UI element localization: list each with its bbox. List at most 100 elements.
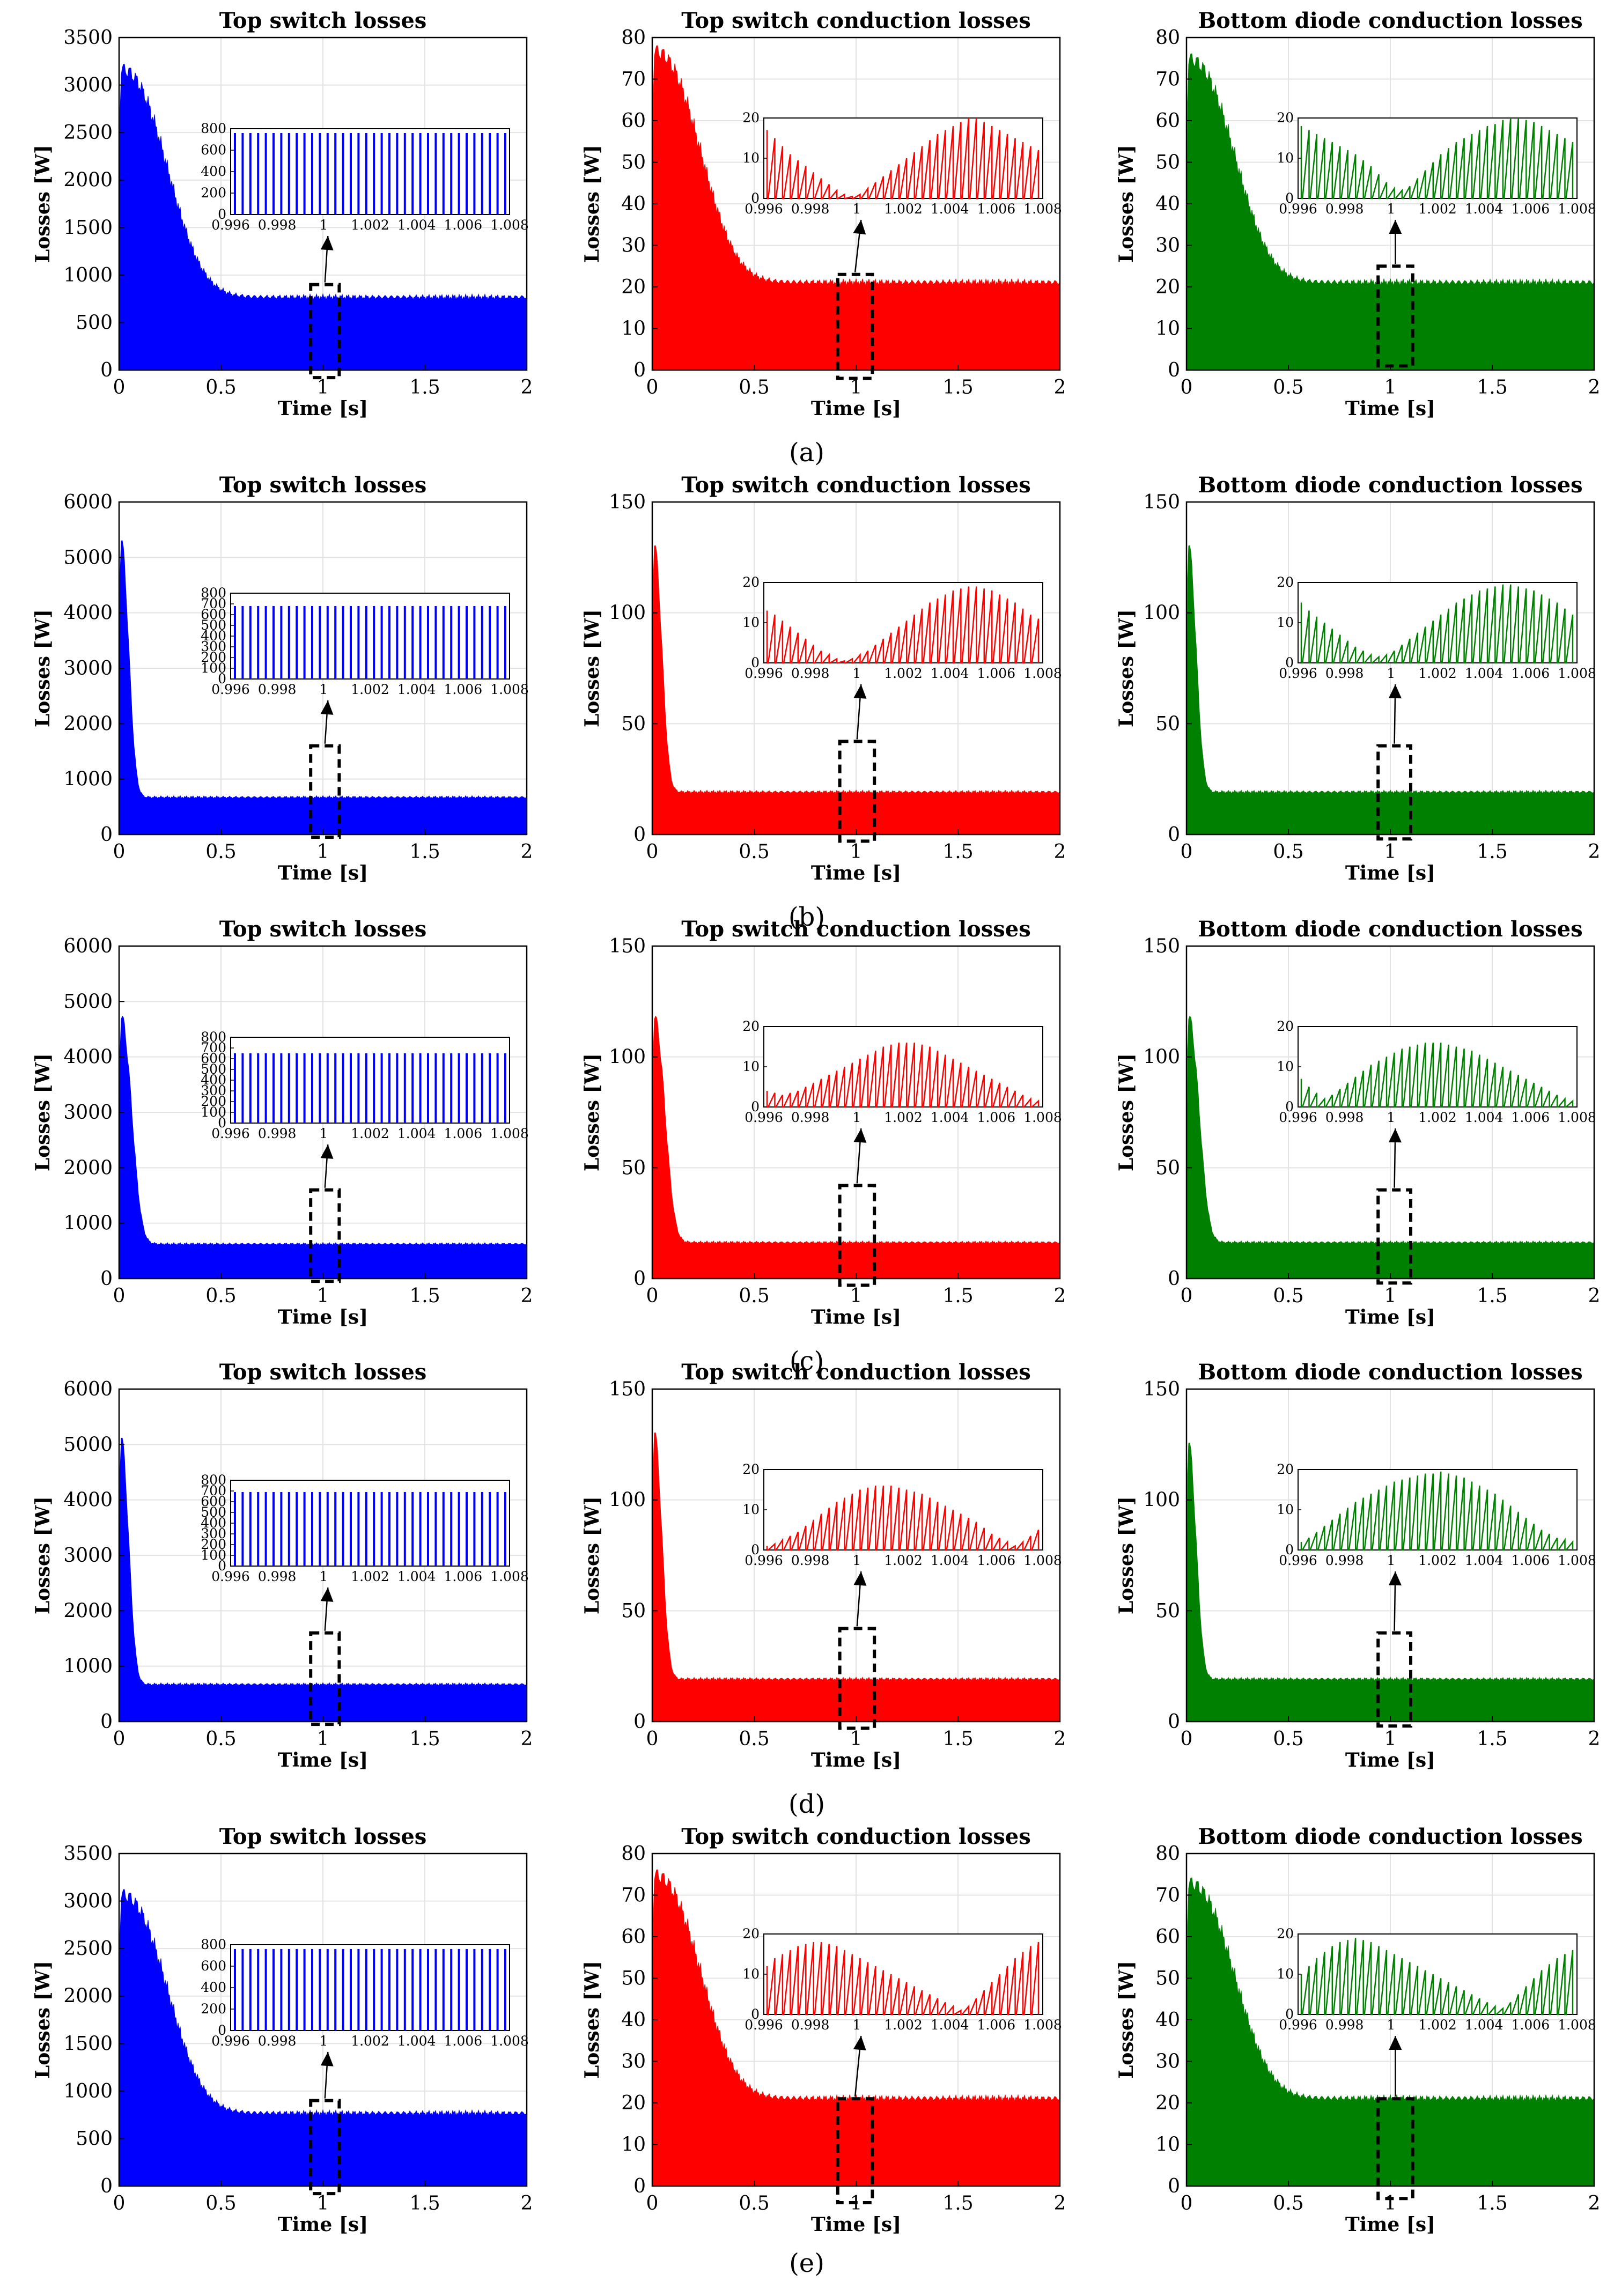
x-tick-label: 1 (317, 1285, 329, 1307)
inset-x-tick-label: 0.996 (745, 201, 783, 217)
x-tick-label: 1 (850, 841, 863, 863)
y-tick-label: 500 (76, 312, 113, 334)
chart-title: Top switch conduction losses (681, 1360, 1031, 1385)
inset-x-tick-label: 1.006 (444, 682, 483, 697)
row-label-4: (d) (788, 1789, 825, 1819)
inset-y-tick-label: 0 (751, 1542, 760, 1557)
inset-x-tick-label: 1.008 (1558, 201, 1596, 217)
y-tick-label: 3000 (63, 1545, 113, 1567)
inset-y-tick-label: 10 (742, 150, 760, 166)
y-tick-label: 150 (1143, 935, 1180, 957)
inset-y-tick-label: 800 (201, 1937, 226, 1952)
inset-x-tick-label: 1 (852, 2017, 861, 2033)
inset-x-tick-label: 1 (1387, 1553, 1395, 1568)
inset-x-tick-label: 0.998 (791, 1553, 830, 1568)
y-tick-label: 2000 (63, 1985, 113, 2007)
y-tick-label: 70 (621, 1885, 646, 1907)
y-tick-label: 4000 (63, 1046, 113, 1068)
inset-x-tick-label: 0.998 (258, 1569, 297, 1584)
y-tick-label: 40 (1155, 2009, 1180, 2031)
x-tick-label: 0.5 (205, 1728, 236, 1750)
inset-x-tick-label: 1.002 (884, 1110, 923, 1125)
inset-y-tick-label: 800 (201, 1472, 226, 1488)
inset-x-tick-label: 1.006 (1512, 201, 1550, 217)
inset-x-tick-label: 0.996 (1279, 666, 1317, 681)
y-tick-label: 1000 (63, 264, 113, 286)
y-tick-label: 0 (100, 824, 113, 846)
y-tick-label: 3500 (63, 27, 113, 49)
y-tick-label: 20 (621, 276, 646, 298)
y-tick-label: 40 (621, 2009, 646, 2031)
inset-x-tick-label: 0.996 (745, 1553, 783, 1568)
inset-x-tick-label: 1.002 (1418, 1553, 1457, 1568)
y-axis-label: Losses [W] (581, 609, 603, 727)
x-tick-label: 0 (113, 2192, 126, 2214)
y-tick-label: 0 (633, 1268, 646, 1290)
inset-y-tick-label: 20 (742, 1018, 760, 1034)
y-tick-label: 50 (621, 152, 646, 174)
inset-x-tick-label: 1.004 (931, 666, 969, 681)
y-axis-label: Losses [W] (581, 145, 603, 263)
x-tick-label: 2 (1588, 376, 1601, 398)
y-tick-label: 10 (621, 318, 646, 340)
inset-x-tick-label: 1 (852, 666, 861, 681)
inset-x-tick-label: 1 (1387, 201, 1395, 217)
x-tick-label: 2 (1588, 2192, 1601, 2214)
inset-y-tick-label: 0 (1285, 2006, 1294, 2022)
y-tick-label: 1500 (63, 2033, 113, 2055)
inset-x-tick-label: 1.004 (931, 1110, 969, 1125)
y-tick-label: 40 (621, 193, 646, 215)
inset-y-tick-label: 0 (751, 1099, 760, 1114)
x-tick-label: 0 (1181, 1728, 1193, 1750)
y-tick-label: 100 (1143, 602, 1180, 624)
inset-x-tick-label: 1.002 (351, 1126, 389, 1141)
chart-title: Top switch conduction losses (681, 8, 1031, 33)
x-tick-label: 0.5 (739, 2192, 769, 2214)
y-tick-label: 50 (1155, 713, 1180, 735)
inset-x-tick-label: 1 (1387, 2017, 1395, 2033)
x-axis-label: Time [s] (811, 1749, 901, 1771)
y-tick-label: 10 (1155, 2134, 1180, 2156)
inset-x-tick-label: 1.004 (1465, 1110, 1504, 1125)
x-tick-label: 0.5 (205, 2192, 236, 2214)
row-label-2: (b) (788, 902, 825, 932)
x-tick-label: 1.5 (1477, 2192, 1507, 2214)
inset-y-tick-label: 10 (1277, 1059, 1294, 1074)
x-tick-label: 2 (1054, 1728, 1066, 1750)
inset-x-tick-label: 1.006 (444, 1126, 483, 1141)
inset-x-tick-label: 0.998 (258, 2033, 297, 2049)
inset-x-tick-label: 0.996 (1279, 1553, 1317, 1568)
inset-x-tick-label: 1.002 (351, 2033, 389, 2049)
inset-y-tick-label: 0 (1285, 655, 1294, 670)
row-label-5: (e) (789, 2248, 824, 2278)
inset-x-tick-label: 0.998 (791, 666, 830, 681)
inset-y-tick-label: 10 (742, 615, 760, 630)
inset-x-tick-label: 0.998 (258, 682, 297, 697)
inset-x-tick-label: 1.006 (444, 2033, 483, 2049)
inset-x-tick-label: 1.004 (1465, 201, 1504, 217)
x-tick-label: 1 (850, 1285, 863, 1307)
x-tick-label: 1.5 (1477, 841, 1507, 863)
inset-x-tick-label: 0.996 (745, 2017, 783, 2033)
inset-y-tick-label: 20 (742, 1461, 760, 1477)
inset-y-tick-label: 0 (751, 190, 760, 206)
inset-y-tick-label: 0 (218, 2022, 226, 2038)
y-tick-label: 30 (621, 235, 646, 257)
y-tick-label: 50 (621, 1600, 646, 1622)
inset-y-tick-label: 10 (742, 1059, 760, 1074)
inset-y-tick-label: 20 (742, 110, 760, 125)
inset-x-tick-label: 0.998 (791, 201, 830, 217)
inset-x-tick-label: 1.004 (1465, 666, 1504, 681)
inset-x-tick-label: 1.004 (1465, 1553, 1504, 1568)
inset-y-tick-label: 20 (1277, 574, 1294, 590)
y-tick-label: 30 (621, 2051, 646, 2073)
x-tick-label: 1.5 (942, 376, 973, 398)
x-tick-label: 0 (646, 2192, 659, 2214)
x-tick-label: 1 (1384, 2192, 1397, 2214)
y-axis-label: Losses [W] (581, 1961, 603, 2079)
